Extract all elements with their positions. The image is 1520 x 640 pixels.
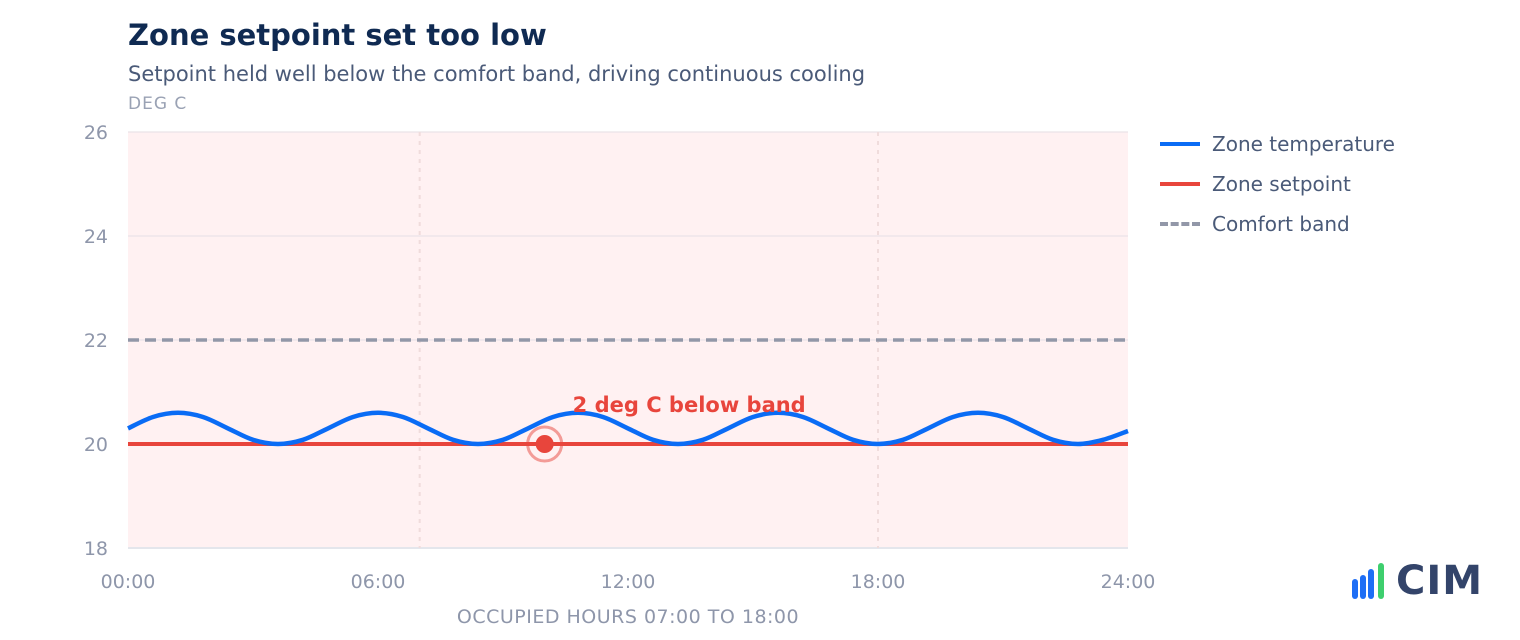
x-tick-label: 00:00 xyxy=(101,571,156,593)
chart-legend: Zone temperature Zone setpoint Comfort b… xyxy=(1160,124,1395,244)
y-axis-unit-label: DEG C xyxy=(128,94,188,114)
legend-label: Zone temperature xyxy=(1212,132,1395,156)
legend-item-zone-temperature[interactable]: Zone temperature xyxy=(1160,124,1395,164)
y-tick-label: 26 xyxy=(84,122,108,144)
y-tick-label: 22 xyxy=(84,330,108,352)
y-tick-label: 18 xyxy=(84,538,108,560)
x-tick-label: 24:00 xyxy=(1101,571,1156,593)
legend-swatch-zone-setpoint xyxy=(1160,182,1200,186)
cim-logo: CIM xyxy=(1350,558,1483,604)
legend-swatch-comfort-band xyxy=(1160,222,1200,226)
legend-swatch-zone-temperature xyxy=(1160,142,1200,146)
y-tick-label: 20 xyxy=(84,434,108,456)
x-tick-label: 18:00 xyxy=(851,571,906,593)
legend-label: Comfort band xyxy=(1212,212,1350,236)
chart-title: Zone setpoint set too low xyxy=(128,18,547,52)
annotation-label: 2 deg C below band xyxy=(573,393,806,417)
legend-item-zone-setpoint[interactable]: Zone setpoint xyxy=(1160,164,1395,204)
chart-subtitle: Setpoint held well below the comfort ban… xyxy=(128,62,866,86)
x-axis-label: OCCUPIED HOURS 07:00 TO 18:00 xyxy=(457,606,799,628)
annotation-marker-dot[interactable] xyxy=(535,435,554,453)
annotation-marker-halo xyxy=(526,425,564,463)
logo-text: CIM xyxy=(1396,558,1484,604)
zone-temperature-line xyxy=(127,410,1129,447)
x-tick-label: 06:00 xyxy=(351,571,406,593)
legend-item-comfort-band[interactable]: Comfort band xyxy=(1160,204,1395,244)
x-tick-label: 12:00 xyxy=(601,571,656,593)
y-tick-label: 24 xyxy=(84,226,108,248)
legend-label: Zone setpoint xyxy=(1212,172,1351,196)
bar-chart-logo-icon xyxy=(1352,563,1384,599)
